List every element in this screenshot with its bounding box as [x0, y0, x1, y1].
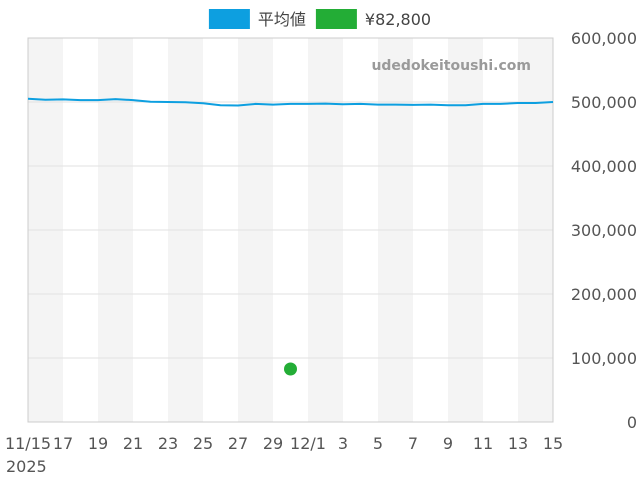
- x-tick-label: 13: [508, 434, 528, 453]
- legend[interactable]: 平均値 ¥82,800: [208, 9, 431, 29]
- x-tick-label: 21: [123, 434, 143, 453]
- x-tick-label: 12/1: [290, 434, 326, 453]
- legend-item[interactable]: ¥82,800: [315, 9, 431, 29]
- plot-border: [27, 37, 554, 423]
- y-axis-ticks: 0 100,000 200,000 300,000 400,000 500,000 600,…: [571, 29, 637, 432]
- legend-item[interactable]: 平均値: [208, 9, 306, 29]
- series-line-average: [27, 97, 554, 107]
- x-tick-label: 23: [158, 434, 178, 453]
- data-point-listing: [284, 362, 297, 376]
- x-tick-label: 27: [228, 434, 248, 453]
- x-tick-sublabel: 2025: [6, 457, 47, 476]
- x-tick-label: 19: [88, 434, 108, 453]
- y-tick-label: 600,000: [571, 29, 637, 48]
- x-tick-label: 11/15: [5, 434, 51, 453]
- y-tick-label: 100,000: [571, 349, 637, 368]
- y-tick-label: 300,000: [571, 221, 637, 240]
- series-layer: [27, 97, 554, 376]
- x-tick-label: 5: [373, 434, 383, 453]
- y-tick-label: 400,000: [571, 157, 637, 176]
- legend-label: ¥82,800: [365, 10, 431, 29]
- x-tick-label: 29: [263, 434, 283, 453]
- y-tick-label: 500,000: [571, 93, 637, 112]
- y-tick-label: 0: [627, 413, 637, 432]
- x-tick-label: 17: [53, 434, 73, 453]
- watermark: udedokeitoushi.com: [371, 58, 531, 74]
- x-tick-label: 9: [443, 434, 453, 453]
- x-tick-label: 7: [408, 434, 418, 453]
- legend-label: 平均値: [258, 10, 306, 29]
- x-axis-ticks: 11/15 2025 17 19 21 23 25 27 29 12/1 3 5 7 9 11 13 15: [5, 434, 563, 476]
- x-tick-label: 25: [193, 434, 213, 453]
- legend-swatch: [208, 9, 250, 29]
- y-tick-label: 200,000: [571, 285, 637, 304]
- x-tick-label: 11: [473, 434, 493, 453]
- x-tick-label: 3: [338, 434, 348, 453]
- legend-swatch: [315, 9, 357, 29]
- x-tick-label: 15: [543, 434, 563, 453]
